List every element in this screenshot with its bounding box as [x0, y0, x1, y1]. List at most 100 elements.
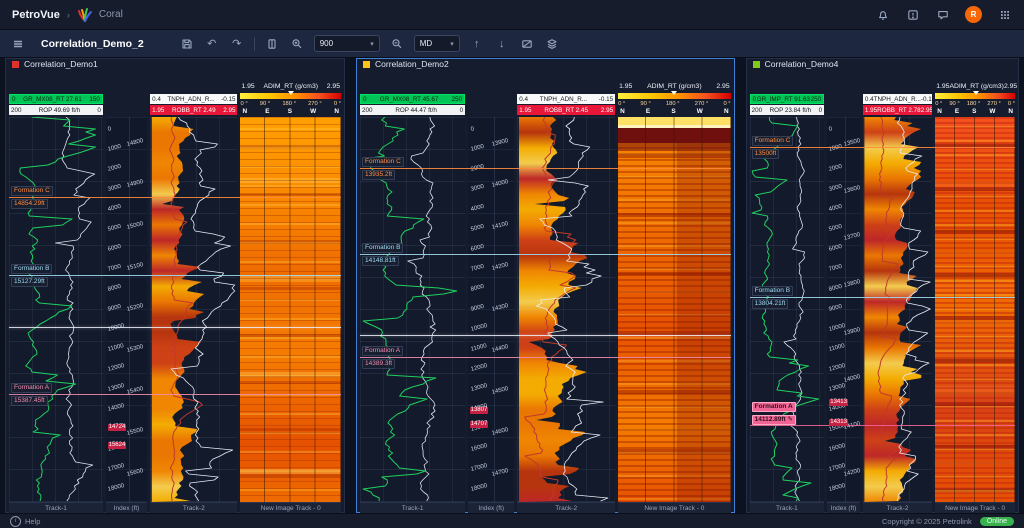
- md-depth-label: 14400: [491, 344, 510, 355]
- track1-body[interactable]: [360, 117, 466, 502]
- relative-depth-label: 13000: [828, 383, 847, 393]
- rop-label: ROP 44.47 ft/h: [395, 106, 437, 114]
- top-app-bar: PetroVue › Coral R: [0, 0, 1024, 30]
- toolbar-icon-group: [389, 36, 405, 52]
- redo-icon[interactable]: ↷: [232, 38, 242, 50]
- robb-curve-header[interactable]: 1.95 ROBB_RT 2.49 2.95: [150, 105, 238, 115]
- down-arrow-icon[interactable]: ↓: [498, 37, 505, 50]
- gr-curve-header[interactable]: 0 GR_MX08_RT 27.61 150: [9, 94, 103, 104]
- save-icon[interactable]: [179, 36, 195, 52]
- track1-body[interactable]: [749, 117, 825, 502]
- relative-depth-label: 2000: [107, 163, 123, 173]
- undo-icon[interactable]: ↶: [207, 38, 217, 50]
- adim-label[interactable]: ADIM_RT (g/cm3): [263, 83, 318, 90]
- rop-max: 0: [818, 106, 823, 114]
- coral-logo-icon: [77, 7, 93, 23]
- well-panel-title[interactable]: Correlation_Demo1: [24, 59, 98, 69]
- adim-colorbar: [240, 91, 342, 99]
- relative-depth-label: 17000: [470, 463, 488, 473]
- md-depth-label: 14200: [491, 261, 510, 272]
- relative-depth-label: 11000: [470, 343, 488, 353]
- well-panel[interactable]: Correlation_Demo1 0 GR_MX08_RT 27.61 150…: [5, 58, 345, 513]
- md-depth-label: 13800: [843, 279, 860, 290]
- image-track-body[interactable]: [618, 117, 731, 502]
- md-depth-label: 13600: [843, 185, 860, 196]
- adim-label[interactable]: ADIM_RT (g/cm3): [949, 83, 1004, 90]
- apps-icon[interactable]: [997, 7, 1012, 22]
- md-depth-label: 15000: [126, 220, 145, 231]
- scale-value: 900: [319, 39, 334, 48]
- snapshot-icon[interactable]: [519, 36, 535, 52]
- rop-curve-header[interactable]: 200 ROP 23.84 ft/h 0: [749, 105, 825, 115]
- relative-depth-label: 13000: [107, 383, 126, 393]
- compass-direction-label: N: [723, 108, 729, 115]
- robb-curve-header[interactable]: 1.95 ROBB_RT 2.45 2.95: [517, 105, 616, 115]
- tnph-curve-header[interactable]: 0.4 TNPH_ADN_R... -0.15: [517, 94, 616, 104]
- track1-body[interactable]: [9, 117, 103, 502]
- track2-body[interactable]: [862, 117, 933, 502]
- bell-icon[interactable]: [875, 7, 890, 22]
- image-sector-grid: [935, 117, 1015, 502]
- chat-icon[interactable]: [935, 7, 950, 22]
- track2-header: 0.4 TNPH_ADN_R... -0.15 1.95 ROBB_RT 2.4…: [517, 69, 616, 117]
- compass-degree-label: 270 °: [694, 101, 709, 107]
- well-panel-title[interactable]: Correlation_Demo4: [764, 59, 839, 69]
- well-panel[interactable]: Correlation_Demo2 0 GR_MX08_RT 45.67 250…: [356, 58, 735, 513]
- relative-depth-label: 2000: [828, 163, 843, 173]
- robb-max: 2.95: [223, 106, 236, 114]
- gr-max: 150: [89, 95, 100, 103]
- relative-depth-label: 0: [107, 126, 113, 133]
- gr-min: 0: [752, 95, 757, 103]
- compass-degree-label: 90 °: [259, 101, 271, 107]
- compass-direction-label: S: [972, 108, 977, 115]
- scale-dropdown[interactable]: 900: [313, 35, 380, 52]
- up-arrow-icon[interactable]: ↑: [473, 37, 480, 50]
- index-track-body[interactable]: 0 1000 2000 3000 4000 5000 6000 7000 8000 9000 100…: [105, 117, 148, 502]
- zoom-in-icon[interactable]: [289, 36, 305, 52]
- compass-direction-label: S: [671, 108, 676, 115]
- compass-degree-label: 180 °: [665, 101, 680, 107]
- template-icon[interactable]: [264, 36, 280, 52]
- menu-icon[interactable]: [10, 36, 26, 52]
- well-panel-title[interactable]: Correlation_Demo2: [375, 59, 449, 69]
- compass-direction-label: N: [334, 108, 339, 115]
- index-track-body[interactable]: 0 1000 2000 3000 4000 5000 6000 7000 8000 9000 100…: [827, 117, 860, 502]
- image-track-body[interactable]: [935, 117, 1015, 502]
- gr-curve-header[interactable]: 0 GR_MX08_RT 45.67 250: [360, 94, 466, 104]
- layers-icon[interactable]: [544, 36, 560, 52]
- adim-min: 1.95: [936, 83, 950, 90]
- gr-curve-header[interactable]: 0 GR_IMP_RT 91.63 250: [749, 94, 825, 104]
- robb-curve-header[interactable]: 1.95 ROBB_RT 2.78 2.95: [862, 105, 933, 115]
- tnph-max: -0.15: [920, 95, 932, 103]
- relative-depth-label: 16000: [107, 443, 126, 453]
- index-type-dropdown[interactable]: MD: [413, 35, 460, 52]
- zoom-out-icon[interactable]: [389, 36, 405, 52]
- help-link[interactable]: Help: [25, 516, 41, 526]
- tnph-curve-header[interactable]: 0.4 TNPH_ADN_R... -0.15: [862, 94, 933, 104]
- alert-icon[interactable]: [905, 7, 920, 22]
- image-track-body[interactable]: [240, 117, 342, 502]
- compass-degree-label: 0 °: [618, 101, 626, 107]
- relative-depth-label: 6000: [470, 243, 485, 253]
- well-panel[interactable]: Correlation_Demo4 0 GR_IMP_RT 91.63 250 …: [745, 58, 1019, 513]
- compass-direction-label: E: [954, 108, 960, 115]
- robb-max: 2.95: [920, 106, 933, 114]
- track2-body[interactable]: [517, 117, 616, 502]
- track2-label: Track-2: [517, 502, 616, 513]
- index-track-body[interactable]: 0 1000 2000 3000 4000 5000 6000 7000 8000 9000 100…: [468, 117, 515, 502]
- relative-depth-label: 15000: [107, 423, 126, 433]
- index-header: [827, 69, 860, 117]
- image-sector-grid: [618, 117, 731, 502]
- avatar[interactable]: R: [965, 6, 982, 23]
- adim-label[interactable]: ADIM_RT (g/cm3): [647, 83, 702, 90]
- rop-curve-header[interactable]: 200 ROP 49.69 ft/h 0: [9, 105, 103, 115]
- rop-label: ROP 49.69 ft/h: [38, 106, 81, 114]
- relative-depth-label: 0: [470, 126, 475, 133]
- md-depth-label: 15500: [126, 426, 145, 437]
- gr-label: GR_MX08_RT 27.61: [23, 95, 82, 103]
- track2-body[interactable]: [150, 117, 238, 502]
- tnph-curve-header[interactable]: 0.4 TNPH_ADN_R... -0.15: [150, 94, 238, 104]
- rop-curve-header[interactable]: 200 ROP 44.47 ft/h 0: [360, 105, 466, 115]
- image-track-header: 1.95 ADIM_RT (g/cm3) 2.95 0 ° 90 ° 180 ° 27…: [935, 69, 1017, 117]
